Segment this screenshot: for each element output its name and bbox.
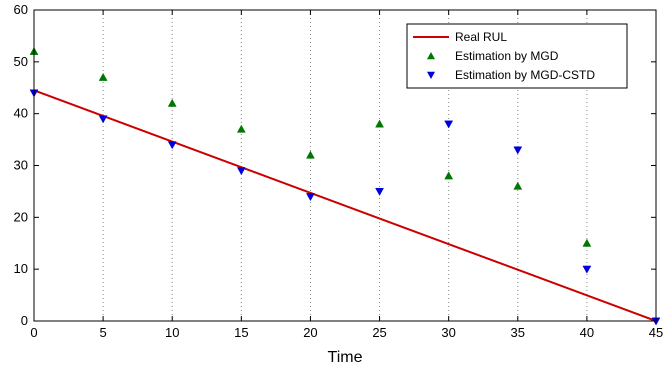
- legend-swatch-marker: [427, 52, 435, 60]
- y-tick-label: 50: [14, 54, 28, 69]
- x-tick-label: 40: [580, 325, 594, 340]
- mgd-point: [513, 181, 523, 190]
- y-tick-label: 40: [14, 106, 28, 121]
- mgd-cstd-point: [236, 167, 246, 176]
- plot-series: [29, 46, 661, 326]
- x-tick-label: 30: [441, 325, 455, 340]
- series-line-real-rul: [33, 89, 657, 322]
- mgd-cstd-point: [306, 193, 315, 202]
- mgd-point: [306, 150, 315, 159]
- x-tick-label: 25: [372, 325, 386, 340]
- x-tick-label: 20: [303, 325, 317, 340]
- mgd-cstd-point: [98, 115, 108, 124]
- legend: Real RUL Estimation by MGD Estimation by M…: [406, 23, 628, 89]
- y-tick-label: 30: [14, 158, 28, 173]
- mgd-cstd-point: [444, 120, 454, 129]
- y-tick-label: 10: [14, 261, 28, 276]
- mgd-cstd-point: [582, 265, 592, 274]
- x-tick-label: 5: [99, 325, 106, 340]
- x-tick-label: 10: [165, 325, 179, 340]
- mgd-point: [98, 72, 108, 81]
- mgd-point: [375, 119, 384, 128]
- x-tick-label: 0: [30, 325, 37, 340]
- legend-box: [406, 23, 628, 89]
- legend-swatch-marker: [427, 71, 435, 79]
- mgd-cstd-point: [167, 141, 177, 150]
- mgd-point: [167, 98, 177, 107]
- y-tick-label: 20: [14, 209, 28, 224]
- x-tick-label: 45: [649, 325, 663, 340]
- mgd-point: [582, 238, 592, 247]
- axis-ticks: 0 5 10 15 20 25 30 35 40 45 0 10 20 30 40 50 60: [14, 2, 664, 340]
- x-tick-label: 35: [511, 325, 525, 340]
- mgd-point: [236, 124, 246, 133]
- mgd-cstd-point: [375, 187, 384, 196]
- legend-label: Real RUL: [455, 30, 507, 44]
- y-tick-label: 0: [21, 313, 28, 328]
- legend-label: Estimation by MGD-CSTD: [455, 68, 595, 82]
- x-axis-title: Time: [328, 349, 363, 366]
- mgd-point: [444, 171, 454, 180]
- legend-label: Estimation by MGD: [455, 49, 559, 63]
- mgd-cstd-point: [513, 146, 523, 155]
- x-tick-label: 15: [234, 325, 248, 340]
- y-tick-label: 60: [14, 2, 28, 17]
